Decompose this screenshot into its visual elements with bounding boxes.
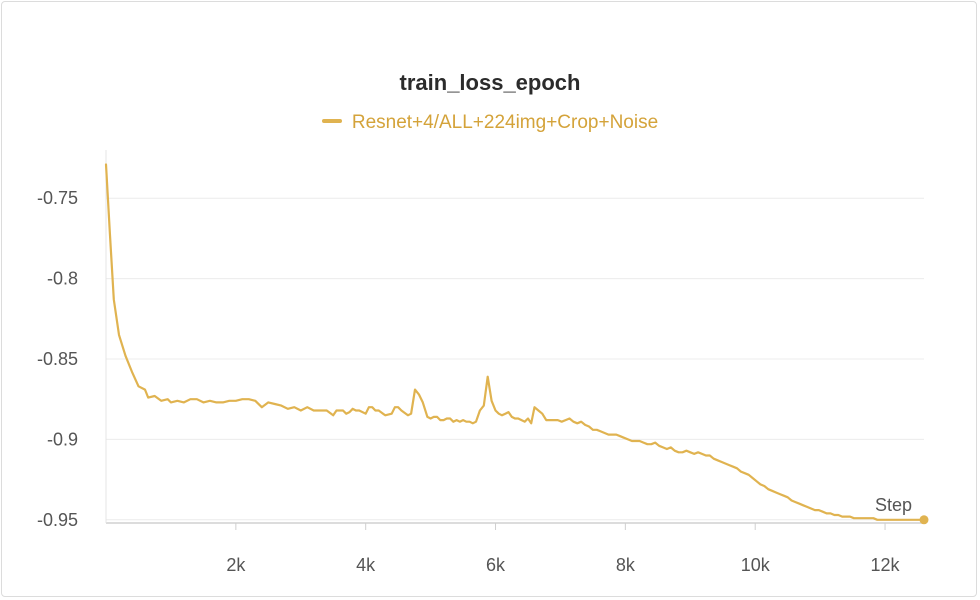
series-line[interactable]: [104, 163, 926, 521]
x-tick-label: 8k: [616, 555, 636, 575]
grid-lines: [106, 197, 924, 521]
y-tick-label: -0.8: [47, 269, 78, 289]
y-axis-ticks: -0.75 -0.8 -0.85 -0.9 -0.95: [37, 188, 78, 530]
series-group: [104, 163, 929, 525]
x-axis-ticks: 2k 4k 6k 8k 10k 12k: [226, 523, 901, 575]
chart-legend[interactable]: Resnet+4/ALL+224img+Crop+Noise: [0, 112, 980, 134]
y-tick-label: -0.85: [37, 349, 78, 369]
y-tick-label: -0.95: [37, 510, 78, 530]
x-tick-label: 6k: [486, 555, 506, 575]
x-tick-label: 10k: [741, 555, 771, 575]
series-end-point[interactable]: [919, 515, 929, 525]
x-tick-label: 4k: [356, 555, 376, 575]
axes: [105, 150, 924, 524]
x-tick-label: 2k: [226, 555, 246, 575]
x-axis-title: Step: [875, 495, 912, 515]
legend-series-label: Resnet+4/ALL+224img+Crop+Noise: [351, 112, 659, 133]
chart-title: train_loss_epoch: [399, 70, 581, 95]
y-tick-label: -0.9: [47, 429, 78, 449]
x-tick-label: 12k: [871, 555, 901, 575]
y-tick-label: -0.75: [37, 188, 78, 208]
legend-swatch: [321, 118, 342, 123]
